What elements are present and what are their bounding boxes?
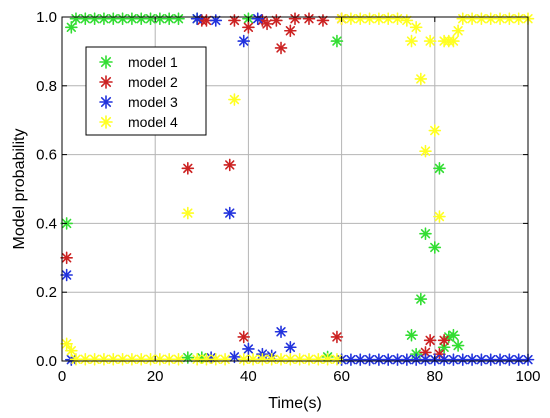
data-point [190,12,204,26]
y-tick-label: 1.0 [36,9,57,26]
data-point [372,353,386,366]
data-point [242,342,255,356]
data-point [223,158,237,172]
data-point [60,268,73,282]
legend: model 1 model 2 model 3 model 4 [85,46,207,136]
data-point [391,12,404,26]
data-point [512,353,525,366]
data-point [284,340,297,354]
data-point [405,328,418,342]
data-points [60,12,535,366]
data-point [512,12,525,26]
data-point [209,14,223,27]
data-point [409,21,423,34]
y-tick-label: 0.2 [36,284,57,301]
data-point [321,352,334,366]
data-point [381,12,395,26]
data-point [484,12,498,26]
x-tick-label: 0 [58,368,66,385]
data-point [172,12,185,26]
data-point [237,34,251,48]
data-point [423,334,437,347]
legend-label: model 4 [128,114,178,130]
data-point [228,93,241,106]
data-point [447,34,460,48]
y-tick-label: 0.0 [36,353,57,370]
data-point [106,12,120,26]
data-point [405,34,418,48]
data-point [172,352,185,366]
data-point [316,14,330,27]
data-point [288,12,302,26]
legend-marker [99,115,113,129]
data-point [419,227,432,241]
data-point [223,206,237,220]
data-point [330,330,344,344]
data-point [218,352,232,366]
data-point [237,330,251,344]
data-point [302,352,316,366]
data-point [79,12,92,26]
data-point [433,162,446,175]
data-point [330,34,344,48]
legend-label: model 1 [128,54,178,70]
data-point [274,41,288,55]
data-point [144,352,157,366]
data-point [447,328,460,342]
legend-label: model 3 [128,94,178,110]
data-point [284,24,297,38]
data-point [200,352,213,366]
data-point [65,21,78,34]
data-point [97,12,111,26]
data-point [88,12,101,26]
data-point [302,12,316,26]
x-tick-label: 20 [147,368,164,385]
data-point [153,12,167,26]
axis-ticks: 0 20 40 60 80 100 0.0 0.2 0.4 0.6 0.8 1.0 [36,9,540,385]
x-tick-label: 60 [333,368,350,385]
legend-marker [99,55,113,69]
data-point [437,334,451,347]
data-point [437,353,451,366]
data-point [237,352,251,366]
data-point [419,144,432,158]
data-point [423,34,437,48]
plot-frame [61,16,529,362]
y-tick-label: 0.6 [36,147,57,164]
data-point [447,353,460,366]
legend-marker [99,75,113,89]
data-point [242,21,255,34]
y-tick-label: 0.8 [36,78,57,95]
data-point [330,352,344,366]
data-point [125,12,139,26]
data-point [60,251,73,265]
data-point [60,337,73,351]
data-point [181,206,195,220]
data-point [493,353,507,366]
data-point [428,124,442,137]
data-point [451,24,465,38]
legend-label: model 2 [128,74,178,90]
x-tick-label: 100 [515,368,540,385]
data-point [433,210,446,223]
data-point [414,72,428,86]
y-tick-label: 0.4 [36,215,57,232]
data-point [65,344,78,357]
data-point [414,292,428,306]
data-point [134,352,148,366]
data-point [251,12,265,26]
data-point [274,325,288,339]
x-tick-label: 80 [426,368,443,385]
data-point [260,17,274,31]
x-tick-label: 40 [240,368,257,385]
data-point [181,162,195,175]
series-4 [60,12,535,366]
data-point [344,12,358,26]
legend-marker [99,95,113,109]
data-point [428,241,442,254]
x-axis-title: Time(s) [268,395,322,412]
data-point [451,339,465,352]
y-axis-title: Model probability [11,129,28,250]
